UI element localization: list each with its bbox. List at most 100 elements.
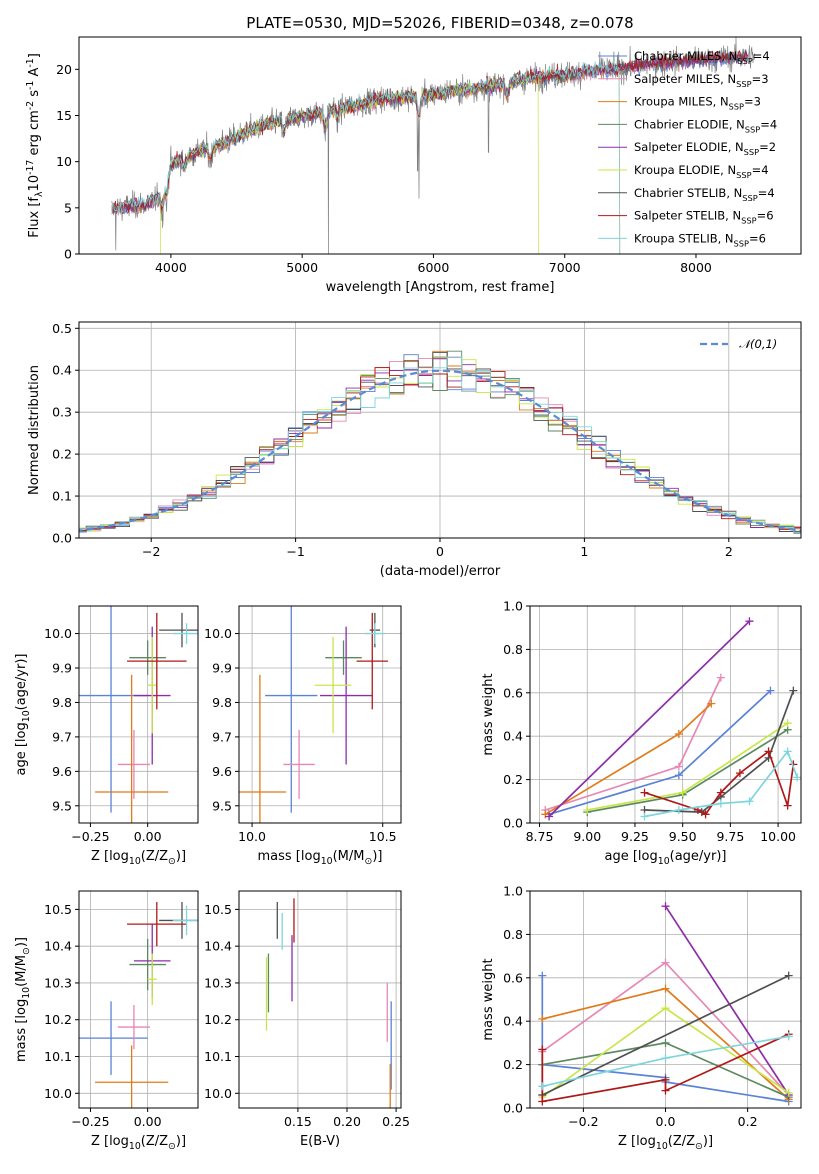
mass-vs-Z-x-axis-label: Z [log10(Z/Z⊙)] bbox=[91, 1134, 186, 1152]
y-tick-label: 0.6 bbox=[503, 970, 523, 985]
weight-vs-age-plot-area bbox=[541, 617, 801, 821]
mass-vs-Z-y-axis-label: mass [log10(M/M⊙)] bbox=[14, 937, 32, 1062]
x-tick-label: −0.2 bbox=[568, 1114, 598, 1129]
weight-marker bbox=[661, 1054, 670, 1063]
weight-marker bbox=[538, 1082, 547, 1091]
errorbar-point bbox=[117, 1005, 150, 1050]
age-vs-mass-x-axis-label: mass [log10(M/M⊙)] bbox=[258, 849, 383, 867]
x-tick-label: 7000 bbox=[549, 260, 581, 275]
age-vs-Z-y-axis-label: age [log10(age/yr)] bbox=[14, 654, 32, 776]
y-tick-label: 10.4 bbox=[204, 939, 232, 954]
y-tick-label: 9.5 bbox=[52, 798, 72, 813]
x-tick-label: 2 bbox=[725, 544, 733, 559]
y-tick-label: 20 bbox=[56, 62, 72, 77]
errorbar-point bbox=[320, 626, 373, 765]
y-tick-label: 9.5 bbox=[212, 798, 232, 813]
weight-marker bbox=[538, 1015, 547, 1024]
y-tick-label: 9.8 bbox=[212, 695, 232, 710]
model-spectrum-line bbox=[111, 59, 621, 254]
errorbar-point bbox=[79, 1001, 148, 1075]
legend-label: Chabrier ELODIE, NSSP=4 bbox=[634, 117, 777, 134]
weight-vs-age-axes: 8.75 9.00 9.25 9.50 9.75 10.00 0.0 0.2 0.4 0.6 0.8… bbox=[481, 599, 802, 867]
legend-label: Salpeter ELODIE, NSSP=2 bbox=[634, 140, 776, 157]
y-tick-label: 9.7 bbox=[52, 729, 72, 744]
legend-label: 𝒩(0,1) bbox=[739, 337, 777, 351]
spectrum-frame bbox=[78, 36, 802, 255]
x-tick-label: 5000 bbox=[286, 260, 318, 275]
y-tick-label: 0.5 bbox=[52, 321, 72, 336]
weight-line bbox=[544, 702, 712, 816]
weight-marker bbox=[766, 686, 775, 695]
weight-marker bbox=[661, 1038, 670, 1047]
x-tick-label: 6000 bbox=[418, 260, 450, 275]
weight-line bbox=[545, 677, 722, 811]
spectrum-axes: 4000 5000 6000 7000 8000 0 5 10 15 20 wavelength [… bbox=[25, 14, 802, 295]
mass-vs-Z-frame bbox=[78, 890, 199, 1109]
errorbar-point bbox=[127, 612, 187, 710]
errorbar-point bbox=[364, 623, 386, 644]
errorbar-point bbox=[95, 674, 169, 823]
weight-vs-Z-axes: −0.2 0.0 0.2 0.0 0.2 0.4 0.6 0.8 1.0 Z [log10(Z/Z… bbox=[481, 884, 802, 1152]
age-vs-Z-frame bbox=[78, 605, 199, 824]
weight-marker bbox=[784, 971, 793, 980]
age-vs-Z-plot-area bbox=[79, 606, 198, 823]
weight-series bbox=[538, 1032, 793, 1091]
legend-label: Kroupa MILES, NSSP=3 bbox=[634, 95, 761, 112]
y-tick-label: 0.0 bbox=[503, 816, 523, 831]
weight-marker bbox=[674, 805, 683, 814]
model-spectrum-line bbox=[111, 50, 749, 214]
y-tick-label: 0.4 bbox=[503, 1014, 523, 1029]
legend-label: Kroupa ELODIE, NSSP=4 bbox=[634, 163, 769, 180]
weight-line bbox=[644, 749, 798, 818]
x-tick-label: 0.20 bbox=[333, 1114, 361, 1129]
y-tick-label: 10.4 bbox=[44, 939, 72, 954]
weight-vs-Z-x-axis-label: Z [log10(Z/Z⊙)] bbox=[618, 1134, 713, 1152]
x-tick-label: 9.50 bbox=[669, 829, 697, 844]
spectrum-plot-area bbox=[111, 37, 756, 254]
weight-marker bbox=[789, 686, 798, 695]
x-tick-label: 0.15 bbox=[284, 1114, 312, 1129]
y-tick-label: 10.0 bbox=[204, 1086, 232, 1101]
weight-vs-age-frame bbox=[529, 605, 802, 824]
weight-marker bbox=[716, 673, 725, 682]
x-tick-label: 0.25 bbox=[382, 1114, 410, 1129]
y-tick-label: 10.3 bbox=[44, 975, 72, 990]
y-tick-label: 10.0 bbox=[204, 626, 232, 641]
errorbar-point bbox=[239, 674, 287, 823]
weight-marker bbox=[707, 699, 716, 708]
y-tick-label: 9.9 bbox=[52, 661, 72, 676]
y-tick-label: 15 bbox=[56, 108, 72, 123]
mass-vs-EBV-frame bbox=[238, 890, 402, 1109]
weight-marker bbox=[674, 762, 683, 771]
errorbar-point bbox=[265, 606, 318, 813]
weight-marker bbox=[640, 812, 649, 821]
y-tick-label: 10.0 bbox=[44, 626, 72, 641]
weight-marker bbox=[545, 812, 554, 821]
x-tick-label: 9.75 bbox=[716, 829, 744, 844]
weight-series bbox=[640, 747, 801, 821]
x-tick-label: −2 bbox=[142, 544, 160, 559]
weight-marker bbox=[783, 719, 792, 728]
y-tick-label: 9.6 bbox=[52, 764, 72, 779]
weight-marker bbox=[661, 1075, 670, 1084]
legend-label: Salpeter MILES, NSSP=3 bbox=[634, 72, 769, 89]
weight-marker bbox=[701, 810, 710, 819]
y-tick-label: 0.0 bbox=[52, 531, 72, 546]
y-tick-label: 10.3 bbox=[204, 975, 232, 990]
weight-series bbox=[640, 747, 798, 819]
weight-vs-Z-y-axis-label: mass weight bbox=[481, 958, 496, 1040]
weight-series bbox=[583, 725, 792, 817]
errorbar-point bbox=[147, 637, 157, 734]
weight-marker bbox=[678, 788, 687, 797]
model-spectrum-line bbox=[160, 72, 539, 254]
errorbar-point bbox=[172, 623, 198, 644]
errorbar-point bbox=[325, 640, 362, 675]
spectrum-x-axis-label: wavelength [Angstrom, rest frame] bbox=[326, 280, 555, 295]
errorbar-point bbox=[95, 1045, 169, 1108]
y-tick-label: 9.6 bbox=[212, 764, 232, 779]
x-tick-label: 9.25 bbox=[621, 829, 649, 844]
weight-marker bbox=[783, 801, 792, 810]
y-tick-label: 1.0 bbox=[503, 884, 523, 899]
chart-title: PLATE=0530, MJD=52026, FIBERID=0348, z=0… bbox=[246, 14, 633, 32]
